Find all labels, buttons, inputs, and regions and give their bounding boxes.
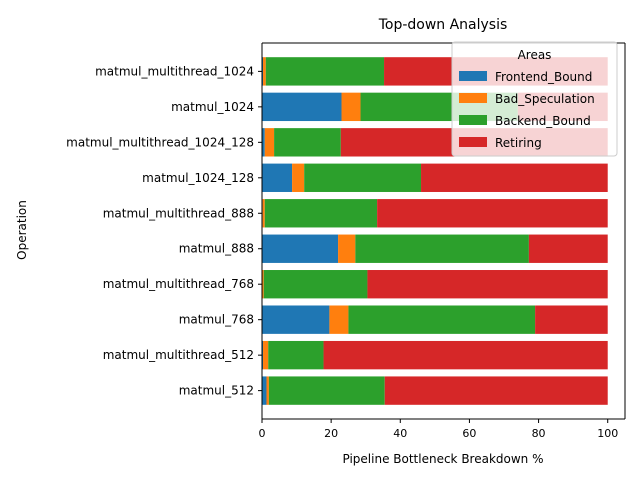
bar-frontend-bound-matmul-888 xyxy=(262,235,338,263)
bar-bad-speculation-matmul-multithread-1024 xyxy=(263,57,266,85)
legend-swatch-bad-speculation xyxy=(459,93,487,103)
bar-retiring-matmul-512 xyxy=(385,376,608,404)
bar-retiring-matmul-1024-128 xyxy=(421,164,608,192)
x-tick-label: 80 xyxy=(532,427,546,440)
bar-bad-speculation-matmul-512 xyxy=(266,376,268,404)
legend-entry-retiring: Retiring xyxy=(495,136,542,150)
bar-retiring-matmul-888 xyxy=(529,235,608,263)
bar-frontend-bound-matmul-768 xyxy=(262,305,329,333)
bar-backend-bound-matmul-1024-128 xyxy=(304,164,421,192)
chart-title: Top-down Analysis xyxy=(378,17,508,33)
x-tick-label: 20 xyxy=(324,427,338,440)
x-tick-label: 100 xyxy=(597,427,618,440)
bar-frontend-bound-matmul-1024-128 xyxy=(262,164,292,192)
bar-retiring-matmul-multithread-768 xyxy=(367,270,607,298)
bar-backend-bound-matmul-768 xyxy=(348,305,535,333)
bar-retiring-matmul-multithread-512 xyxy=(324,341,608,369)
bar-retiring-matmul-multithread-888 xyxy=(377,199,608,227)
y-tick-label: matmul_512 xyxy=(179,384,254,398)
bar-bad-speculation-matmul-multithread-1024-128 xyxy=(265,128,274,156)
bar-backend-bound-matmul-multithread-512 xyxy=(268,341,323,369)
bar-bad-speculation-matmul-multithread-888 xyxy=(263,199,265,227)
bar-backend-bound-matmul-multithread-1024 xyxy=(266,57,384,85)
legend-title: Areas xyxy=(518,48,552,62)
x-tick-label: 0 xyxy=(259,427,266,440)
legend-entry-frontend-bound: Frontend_Bound xyxy=(495,70,592,84)
legend-swatch-frontend-bound xyxy=(459,71,487,81)
bar-bad-speculation-matmul-multithread-512 xyxy=(263,341,268,369)
bar-bad-speculation-matmul-768 xyxy=(329,305,348,333)
y-tick-label: matmul_768 xyxy=(179,313,254,327)
x-tick-label: 60 xyxy=(462,427,476,440)
legend: Areas Frontend_Bound Bad_Speculation Backen… xyxy=(452,42,617,156)
bar-retiring-matmul-768 xyxy=(535,305,608,333)
legend-entry-bad-speculation: Bad_Speculation xyxy=(495,92,595,106)
bar-backend-bound-matmul-multithread-1024-128 xyxy=(274,128,341,156)
bar-backend-bound-matmul-multithread-888 xyxy=(265,199,377,227)
x-tick-label: 40 xyxy=(393,427,407,440)
y-tick-label: matmul_multithread_1024 xyxy=(95,64,254,78)
bar-bad-speculation-matmul-1024 xyxy=(342,93,361,121)
bar-bad-speculation-matmul-multithread-768 xyxy=(262,270,263,298)
legend-swatch-retiring xyxy=(459,137,487,147)
bar-backend-bound-matmul-512 xyxy=(269,376,385,404)
legend-entry-backend-bound: Backend_Bound xyxy=(495,114,591,128)
y-tick-label: matmul_888 xyxy=(179,242,254,256)
y-tick-label: matmul_1024_128 xyxy=(142,171,254,185)
y-tick-label: matmul_multithread_512 xyxy=(103,348,254,362)
bar-frontend-bound-matmul-512 xyxy=(262,376,266,404)
bar-backend-bound-matmul-multithread-768 xyxy=(264,270,368,298)
bar-frontend-bound-matmul-1024 xyxy=(262,93,342,121)
x-axis-label: Pipeline Bottleneck Breakdown % xyxy=(342,452,543,466)
bar-bad-speculation-matmul-1024-128 xyxy=(292,164,304,192)
y-tick-label: matmul_multithread_768 xyxy=(103,277,254,291)
y-tick-label: matmul_multithread_888 xyxy=(103,206,254,220)
y-axis-label: Operation xyxy=(15,200,29,260)
legend-swatch-backend-bound xyxy=(459,115,487,125)
bar-bad-speculation-matmul-888 xyxy=(338,235,355,263)
bar-backend-bound-matmul-888 xyxy=(355,235,529,263)
y-tick-label: matmul_1024 xyxy=(171,100,254,114)
y-tick-label: matmul_multithread_1024_128 xyxy=(66,135,254,149)
